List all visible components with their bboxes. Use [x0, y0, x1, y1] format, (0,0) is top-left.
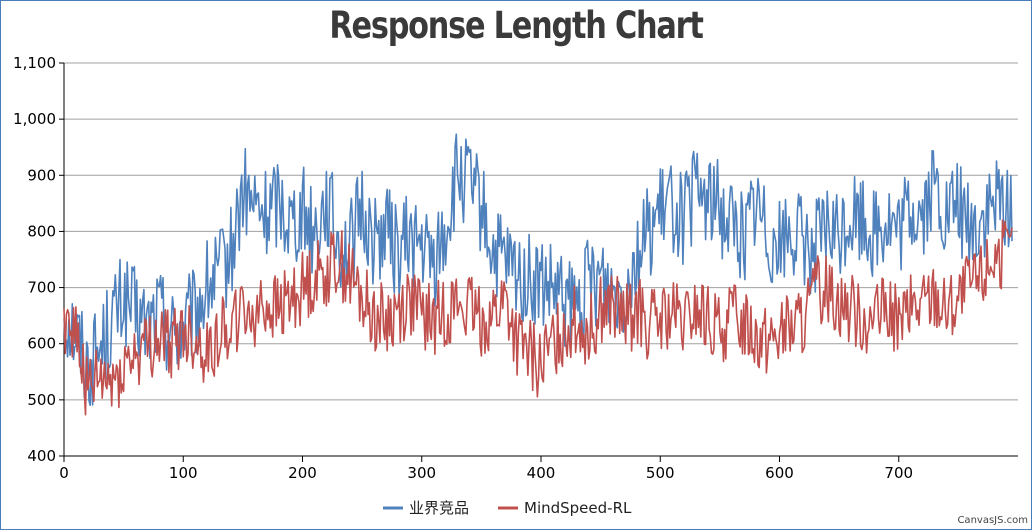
plot-area [63, 133, 1013, 416]
y-tick-label: 500 [27, 391, 56, 409]
y-tick-label: 400 [27, 447, 56, 465]
x-tick-label: 400 [527, 464, 556, 482]
y-tick-label: 900 [27, 166, 56, 184]
y-tick-label: 1,100 [13, 54, 56, 72]
chart-title: Response Length Chart [329, 4, 703, 47]
legend[interactable]: 业界竞品 MindSpeed-RL [383, 499, 632, 517]
x-tick-label: 100 [169, 464, 198, 482]
y-tick-label: 600 [27, 335, 56, 353]
series-line-0 [63, 133, 1013, 406]
x-tick-label: 500 [646, 464, 675, 482]
x-axis: 0 100 200 300 400 500 600 700 [59, 455, 1018, 482]
y-axis: 400 500 600 700 800 900 1,000 1,100 [13, 54, 65, 465]
canvasjs-credit[interactable]: CanvasJS.com [957, 515, 1028, 526]
y-tick-label: 1,000 [13, 110, 56, 128]
x-tick-label: 0 [59, 464, 69, 482]
legend-label[interactable]: 业界竞品 [409, 499, 469, 517]
x-tick-label: 200 [288, 464, 317, 482]
legend-label[interactable]: MindSpeed-RL [524, 499, 632, 517]
y-tick-label: 800 [27, 222, 56, 240]
x-tick-label: 700 [884, 464, 913, 482]
series-line-1 [63, 219, 1013, 416]
x-tick-label: 600 [765, 464, 794, 482]
y-tick-label: 700 [27, 279, 56, 297]
x-tick-label: 300 [407, 464, 436, 482]
